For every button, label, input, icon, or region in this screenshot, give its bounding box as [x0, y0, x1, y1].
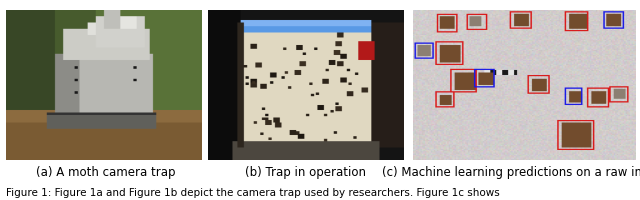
Text: (c) Machine learning predictions on a raw image: (c) Machine learning predictions on a ra… [382, 166, 640, 179]
Text: (a) A moth camera trap: (a) A moth camera trap [36, 166, 175, 179]
Text: (b) Trap in operation: (b) Trap in operation [245, 166, 367, 179]
Text: Figure 1: Figure 1a and Figure 1b depict the camera trap used by researchers. Fi: Figure 1: Figure 1a and Figure 1b depict… [6, 188, 500, 198]
